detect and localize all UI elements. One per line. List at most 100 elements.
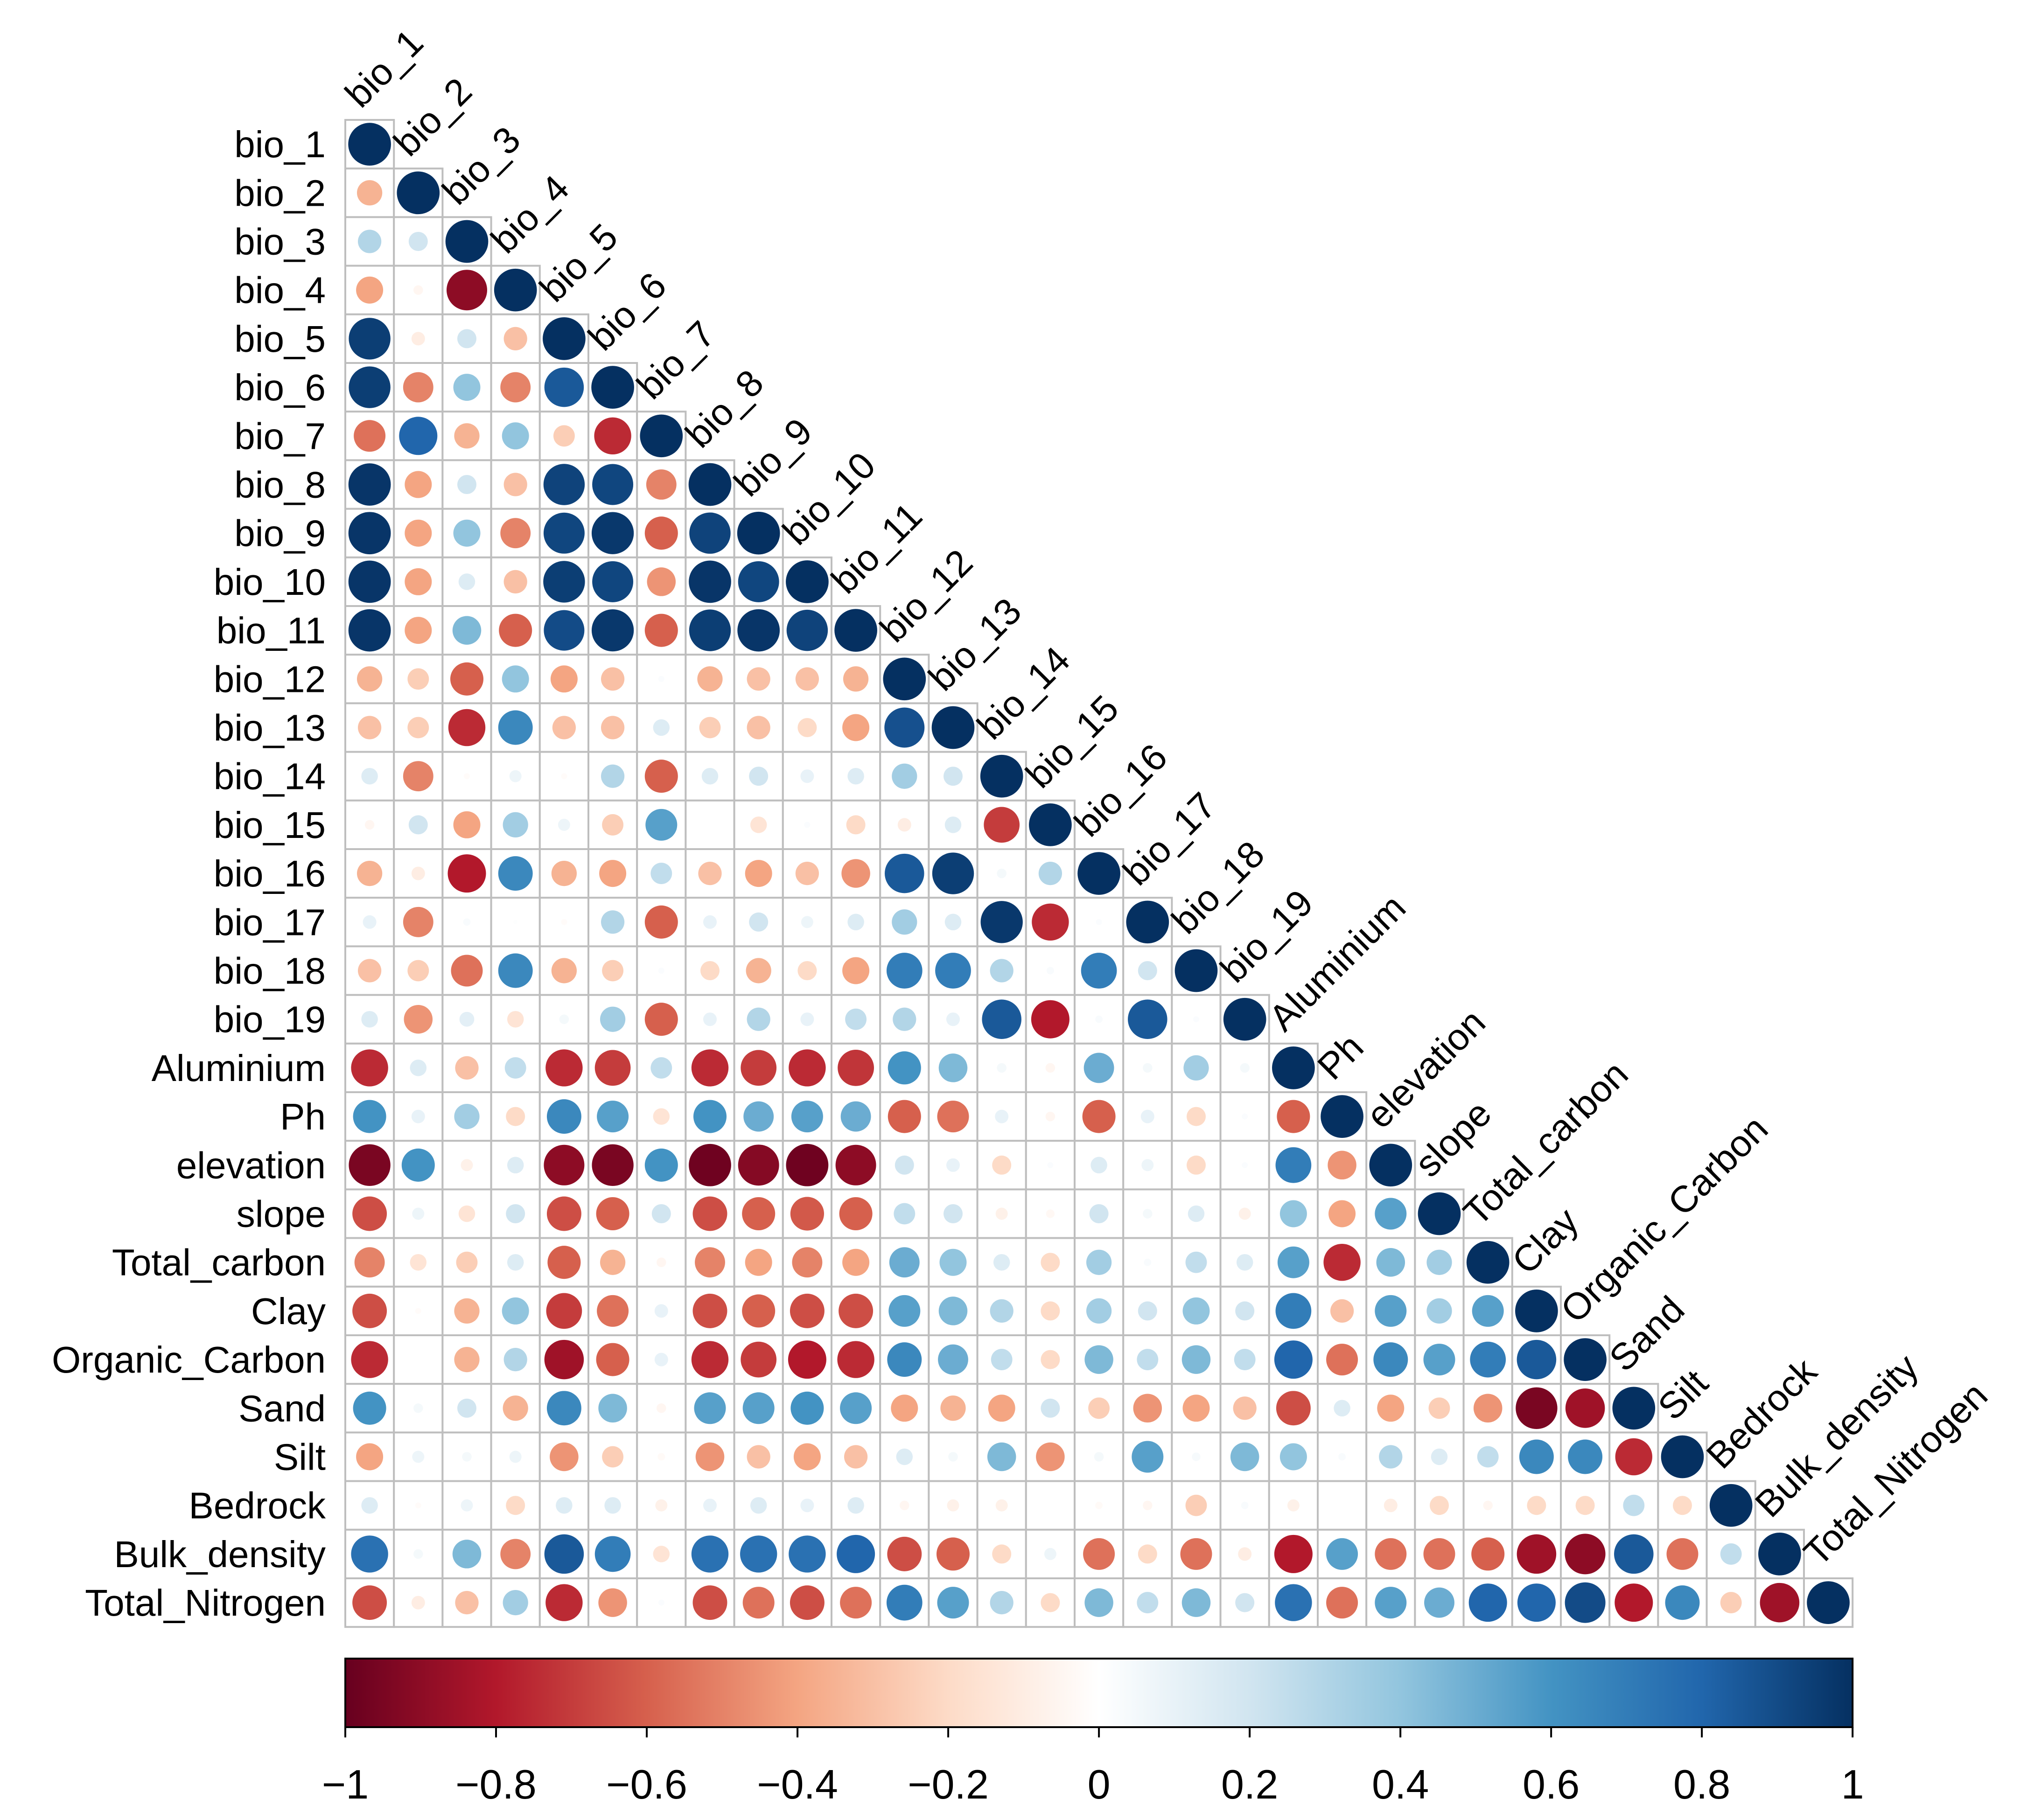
correlation-circle-bio_16-bio_8: [698, 861, 722, 886]
correlation-circle-slope-bio_18: [1188, 1205, 1205, 1222]
correlation-circle-elevation-bio_3: [461, 1159, 473, 1171]
correlation-circle-Sand-bio_4: [503, 1395, 528, 1421]
correlation-circle-slope-bio_4: [506, 1204, 525, 1224]
correlation-circle-bio_17-bio_1: [363, 915, 377, 929]
correlation-circle-Sand-bio_16: [1088, 1397, 1110, 1419]
correlation-circle-bio_7-bio_1: [354, 420, 386, 452]
correlation-circle-Bulk_density-bio_12: [887, 1536, 922, 1571]
correlation-circle-Sand-slope: [1428, 1397, 1450, 1419]
correlation-circle-bio_7-bio_5: [553, 425, 575, 447]
correlation-circle-Aluminium-Aluminium: [1272, 1046, 1315, 1089]
correlation-circle-Bedrock-bio_14: [995, 1499, 1008, 1512]
correlation-circle-Silt-Organic_Carbon: [1568, 1439, 1603, 1474]
correlation-circle-bio_11-bio_10: [786, 609, 828, 651]
correlation-circle-elevation-bio_14: [992, 1155, 1012, 1175]
correlation-circle-bio_19-bio_3: [459, 1011, 475, 1027]
colorbar-legend: −1 −0.8 −0.6 −0.4 −0.2 0 0.2 0.4 0.6 0.8 1: [322, 1658, 1864, 1807]
correlation-circle-Clay-Total_carbon: [1472, 1295, 1504, 1327]
correlation-circle-Organic_Carbon-bio_9: [741, 1341, 777, 1378]
correlation-circle-Bedrock-bio_17: [1143, 1500, 1153, 1510]
correlation-circle-bio_14-bio_11: [847, 767, 864, 785]
correlation-circle-Aluminium-bio_9: [741, 1050, 777, 1086]
correlation-circle-Bedrock-bio_9: [750, 1497, 767, 1514]
correlation-circle-Bulk_density-bio_10: [789, 1535, 826, 1573]
correlation-circle-slope-bio_9: [742, 1197, 776, 1231]
correlation-circle-Clay-bio_14: [990, 1299, 1014, 1323]
correlation-circle-bio_16-bio_2: [411, 866, 425, 880]
correlation-circle-Silt-bio_1: [356, 1443, 384, 1471]
correlation-circle-Total_carbon-bio_10: [792, 1247, 823, 1278]
correlation-circle-bio_8-bio_6: [592, 464, 634, 505]
correlation-circle-elevation-bio_17: [1141, 1159, 1154, 1171]
correlation-circle-Bulk_density-Total_carbon: [1471, 1537, 1505, 1571]
correlation-circle-Total_carbon-bio_1: [354, 1247, 385, 1278]
correlation-circle-Aluminium-bio_19: [1240, 1063, 1250, 1073]
correlation-circle-bio_9-bio_8: [689, 512, 731, 554]
grid-cell: [441, 1334, 492, 1385]
row-label: bio_5: [234, 318, 326, 360]
correlation-circle-Bedrock-bio_18: [1185, 1494, 1207, 1516]
correlation-circle-Bedrock-bio_16: [1095, 1501, 1103, 1509]
correlation-circle-bio_18-bio_12: [886, 953, 923, 989]
correlation-circle-Bedrock-bio_19: [1241, 1501, 1249, 1509]
correlation-circle-Total_Nitrogen-Sand: [1615, 1583, 1653, 1622]
correlation-circle-Bedrock-bio_10: [800, 1499, 814, 1513]
correlation-circle-elevation-bio_7: [644, 1148, 678, 1182]
correlation-circle-Bedrock-Total_carbon: [1483, 1500, 1493, 1510]
correlation-circle-bio_14-bio_6: [601, 764, 625, 788]
colorbar-tick-label: −0.8: [455, 1761, 537, 1807]
correlation-circle-Silt-bio_10: [793, 1443, 821, 1471]
correlation-circle-bio_19-bio_14: [982, 999, 1021, 1039]
correlation-circle-Bedrock-bio_6: [604, 1497, 621, 1514]
correlation-circle-slope-bio_13: [943, 1204, 963, 1224]
correlation-circle-Bulk_density-bio_9: [740, 1535, 777, 1573]
correlation-circle-Clay-Aluminium: [1275, 1293, 1312, 1329]
correlation-circle-bio_10-bio_2: [405, 568, 432, 595]
correlation-circle-bio_15-bio_10: [804, 822, 811, 828]
correlation-circle-bio_16-bio_15: [1038, 861, 1062, 886]
correlation-circle-Sand-Sand: [1612, 1387, 1656, 1430]
correlation-circle-Clay-bio_11: [839, 1293, 874, 1328]
correlation-circle-bio_11-bio_4: [499, 614, 532, 647]
correlation-circle-Total_carbon-bio_12: [889, 1247, 920, 1278]
correlation-circle-bio_16-bio_13: [932, 852, 974, 894]
correlation-circle-bio_18-bio_10: [797, 961, 817, 981]
correlation-circle-bio_13-bio_12: [884, 707, 925, 748]
correlation-circle-Total_Nitrogen-Bedrock: [1720, 1592, 1742, 1614]
row-label: bio_12: [214, 658, 326, 700]
correlation-circle-slope-elevation: [1375, 1198, 1407, 1230]
colorbar-tick-label: 1: [1841, 1761, 1864, 1807]
correlation-circle-bio_19-bio_2: [404, 1004, 433, 1034]
correlation-circle-bio_10-bio_7: [647, 567, 676, 596]
row-label: bio_9: [234, 513, 326, 554]
correlation-circle-bio_9-bio_2: [405, 519, 432, 547]
correlation-circle-Organic_Carbon-bio_16: [1084, 1345, 1113, 1374]
row-label: slope: [237, 1193, 326, 1235]
correlation-circle-bio_17-bio_10: [801, 916, 813, 928]
correlation-circle-Bulk_density-bio_15: [1044, 1548, 1056, 1560]
correlation-circle-bio_15-bio_12: [897, 818, 911, 832]
correlation-circle-bio_18-bio_8: [700, 961, 720, 981]
correlation-circle-Total_Nitrogen-bio_15: [1041, 1593, 1060, 1612]
correlation-circle-Ph-bio_7: [653, 1108, 670, 1125]
correlation-circle-Total_Nitrogen-bio_13: [937, 1587, 969, 1619]
correlation-circle-bio_3-bio_3: [445, 220, 489, 263]
correlation-circle-bio_15-bio_4: [503, 812, 528, 838]
correlation-grid: [344, 119, 1854, 1628]
correlation-circle-slope-slope: [1418, 1192, 1461, 1235]
correlation-circle-Sand-bio_1: [353, 1391, 386, 1425]
correlation-circle-Sand-bio_17: [1133, 1394, 1162, 1423]
correlation-circle-Clay-bio_18: [1182, 1297, 1210, 1325]
correlation-circle-Clay-bio_15: [1041, 1301, 1060, 1321]
correlation-circle-bio_10-bio_6: [592, 561, 634, 602]
correlation-circle-Ph-bio_13: [937, 1101, 969, 1133]
correlation-circle-bio_17-bio_5: [561, 919, 567, 925]
correlation-circle-bio_16-bio_11: [841, 859, 870, 888]
correlation-circle-Bulk_density-bio_7: [653, 1546, 670, 1562]
colorbar-tick-label: 0.6: [1523, 1761, 1580, 1807]
correlation-circle-Total_Nitrogen-bio_6: [598, 1588, 627, 1617]
correlation-circle-Ph-bio_3: [454, 1103, 480, 1130]
correlation-circle-bio_17-bio_12: [892, 909, 917, 935]
correlation-circle-bio_10-bio_10: [786, 560, 829, 603]
correlation-circle-Sand-bio_15: [1041, 1398, 1060, 1418]
